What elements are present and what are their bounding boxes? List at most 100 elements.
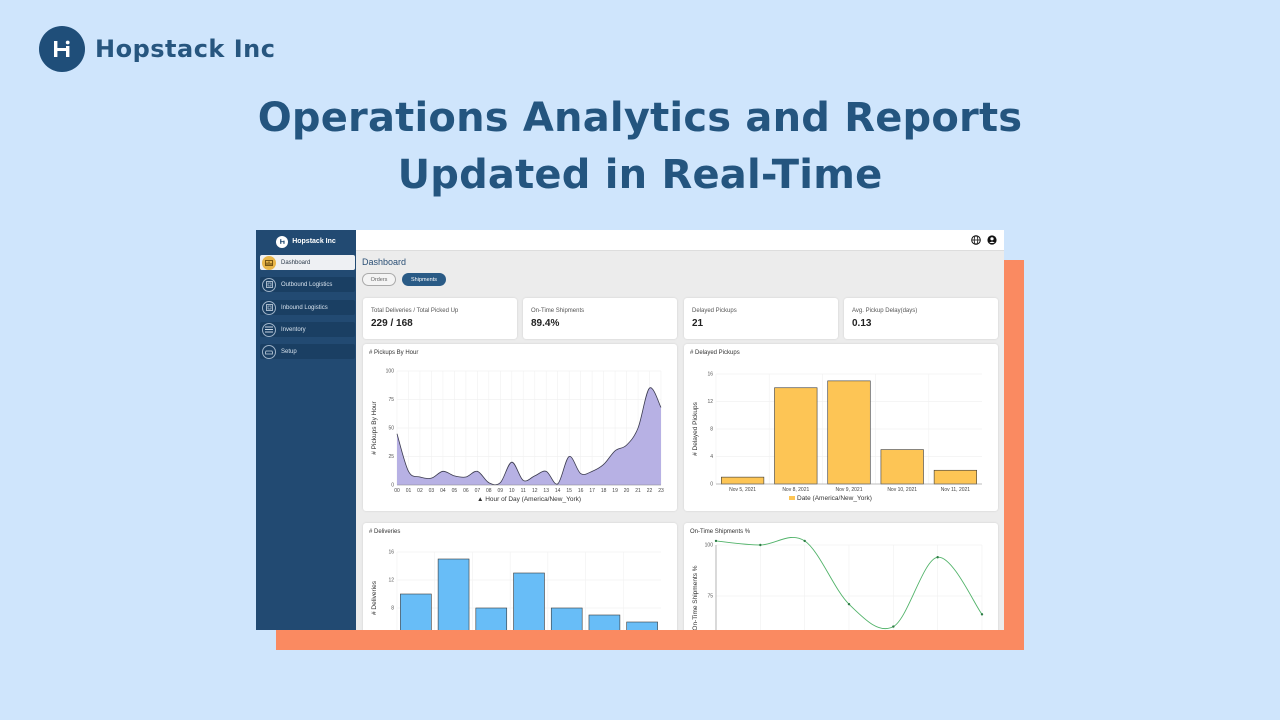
stat-card-total-deliveries: Total Deliveries / Total Picked Up 229 /…: [363, 298, 517, 339]
chart-card-deliveries: # Deliveries 8 12 16 # Deliveries: [363, 523, 677, 630]
x-tick-label: 15: [566, 488, 572, 494]
x-tick-label: 13: [543, 488, 549, 494]
sidebar-item-inbound-logistics[interactable]: Inbound Logistics: [260, 300, 355, 315]
x-tick-label: 16: [578, 488, 584, 494]
stat-card-delayed-pickups: Delayed Pickups 21: [684, 298, 838, 339]
sidebar-item-label: Inventory: [281, 326, 306, 333]
bar: [827, 380, 871, 485]
sidebar-logo-icon: [276, 235, 289, 248]
bar: [933, 469, 977, 485]
area-series: [397, 387, 661, 485]
outbound-icon: [262, 277, 276, 292]
headline-line-1: Operations Analytics and Reports: [257, 95, 1023, 141]
x-tick-label: 01: [406, 488, 412, 494]
x-tick-label: 08: [486, 488, 492, 494]
x-tick-label: 14: [555, 488, 561, 494]
chart-title: # Delayed Pickups: [690, 350, 740, 356]
headline-line-2: Updated in Real-Time: [397, 152, 883, 198]
sidebar-logo[interactable]: Hopstack Inc: [256, 232, 356, 251]
delayed-pickups-chart: 0 4 8 12 16 Nov 5, 2021 Nov 8, 2021 Nov 9, 2021…: [692, 372, 982, 502]
sidebar-logo-text: Hopstack Inc: [292, 238, 336, 245]
x-tick-label: 02: [417, 488, 423, 494]
bar: [513, 572, 545, 630]
legend-label: Date (America/New_York): [797, 495, 872, 502]
x-tick-label: 03: [429, 488, 435, 494]
tab-orders[interactable]: Orders: [362, 273, 396, 286]
x-tick-label: 04: [440, 488, 446, 494]
setup-icon: [262, 344, 276, 359]
x-tick-label: 18: [601, 488, 607, 494]
data-point: [936, 556, 939, 559]
deliveries-chart: 8 12 16 # Deliveries: [371, 550, 661, 630]
chart-title: On-Time Shipments %: [690, 529, 751, 535]
dashboard-icon: [262, 255, 276, 270]
brand-name: Hopstack Inc: [95, 35, 276, 63]
x-tick-label: Nov 5, 2021: [729, 487, 756, 493]
x-tick-label: 11: [521, 488, 526, 494]
x-tick-label: 05: [452, 488, 458, 494]
y-tick-label: 12: [707, 399, 713, 405]
data-point: [892, 625, 895, 628]
y-tick-label: 12: [388, 578, 394, 584]
bar: [550, 607, 583, 630]
topbar: [356, 230, 1004, 251]
data-point: [759, 543, 762, 547]
y-axis-label: # Delayed Pickups: [692, 401, 699, 456]
sidebar: Hopstack Inc Dashboard Outbound Logistic…: [256, 230, 356, 630]
bar: [400, 593, 432, 630]
x-tick-label: 10: [509, 488, 515, 494]
page-title: Dashboard: [362, 257, 407, 267]
data-point: [714, 539, 718, 543]
tab-shipments[interactable]: Shipments: [402, 273, 446, 286]
sidebar-item-outbound-logistics[interactable]: Outbound Logistics: [260, 277, 355, 292]
globe-icon[interactable]: [971, 235, 981, 245]
y-tick-label: 8: [391, 606, 394, 612]
sidebar-item-label: Outbound Logistics: [281, 281, 333, 288]
x-tick-label: 20: [624, 488, 630, 494]
y-tick-label: 75: [707, 594, 713, 600]
area-series-line: [396, 387, 662, 486]
stat-label: Total Deliveries / Total Picked Up: [371, 308, 459, 314]
x-tick-label: 19: [612, 488, 618, 494]
chart-title: # Deliveries: [369, 529, 401, 535]
x-tick-label: 06: [463, 488, 469, 494]
y-tick-label: 4: [710, 454, 713, 460]
sidebar-item-label: Dashboard: [281, 259, 311, 266]
bar: [475, 607, 508, 630]
y-tick-label: 50: [388, 426, 394, 432]
dashboard-screenshot: Hopstack Inc Dashboard Outbound Logistic…: [256, 230, 1004, 630]
sidebar-item-dashboard[interactable]: Dashboard: [260, 255, 355, 270]
sidebar-item-label: Setup: [281, 348, 297, 355]
legend-swatch: [789, 496, 795, 500]
y-tick-label: 75: [388, 397, 394, 403]
data-point: [803, 539, 806, 543]
chart-card-on-time-shipments: On-Time Shipments % 5075100On-Time Shipm…: [684, 523, 998, 630]
y-tick-label: 16: [388, 550, 394, 556]
y-tick-label: 0: [710, 482, 713, 488]
y-tick-label: 16: [707, 372, 713, 378]
user-icon[interactable]: [987, 235, 997, 245]
stat-label: On-Time Shipments: [531, 308, 585, 314]
y-tick-label: 100: [386, 369, 395, 375]
y-axis-label: # Deliveries: [371, 580, 378, 615]
y-axis-label: On-Time Shipments %: [692, 565, 699, 630]
inbound-icon: [262, 300, 276, 315]
x-tick-label: 07: [475, 488, 481, 494]
y-tick-label: 0: [391, 483, 394, 489]
y-tick-label: 100: [705, 543, 714, 549]
x-tick-label: 23: [658, 488, 664, 494]
sidebar-item-setup[interactable]: Setup: [260, 344, 355, 359]
data-point: [980, 613, 984, 616]
sidebar-item-label: Inbound Logistics: [281, 304, 328, 311]
sidebar-item-inventory[interactable]: Inventory: [260, 322, 355, 337]
x-tick-label: 09: [498, 488, 504, 494]
chart-card-pickups-by-hour: # Pickups By Hour 0 25 50 75 100 00 01 02 03 04 05…: [363, 344, 677, 511]
x-tick-label: 21: [635, 488, 641, 494]
bar: [588, 614, 621, 630]
bar: [437, 558, 470, 630]
x-tick-label: Nov 8, 2021: [782, 487, 809, 493]
on-time-shipments-chart: 5075100On-Time Shipments %: [692, 536, 984, 630]
pickups-by-hour-chart: 0 25 50 75 100 00 01 02 03 04 05 06 07 08 09 10 11 12 13 14…: [371, 369, 664, 504]
stat-value: 229 / 168: [371, 318, 413, 329]
stat-label: Delayed Pickups: [692, 308, 737, 314]
